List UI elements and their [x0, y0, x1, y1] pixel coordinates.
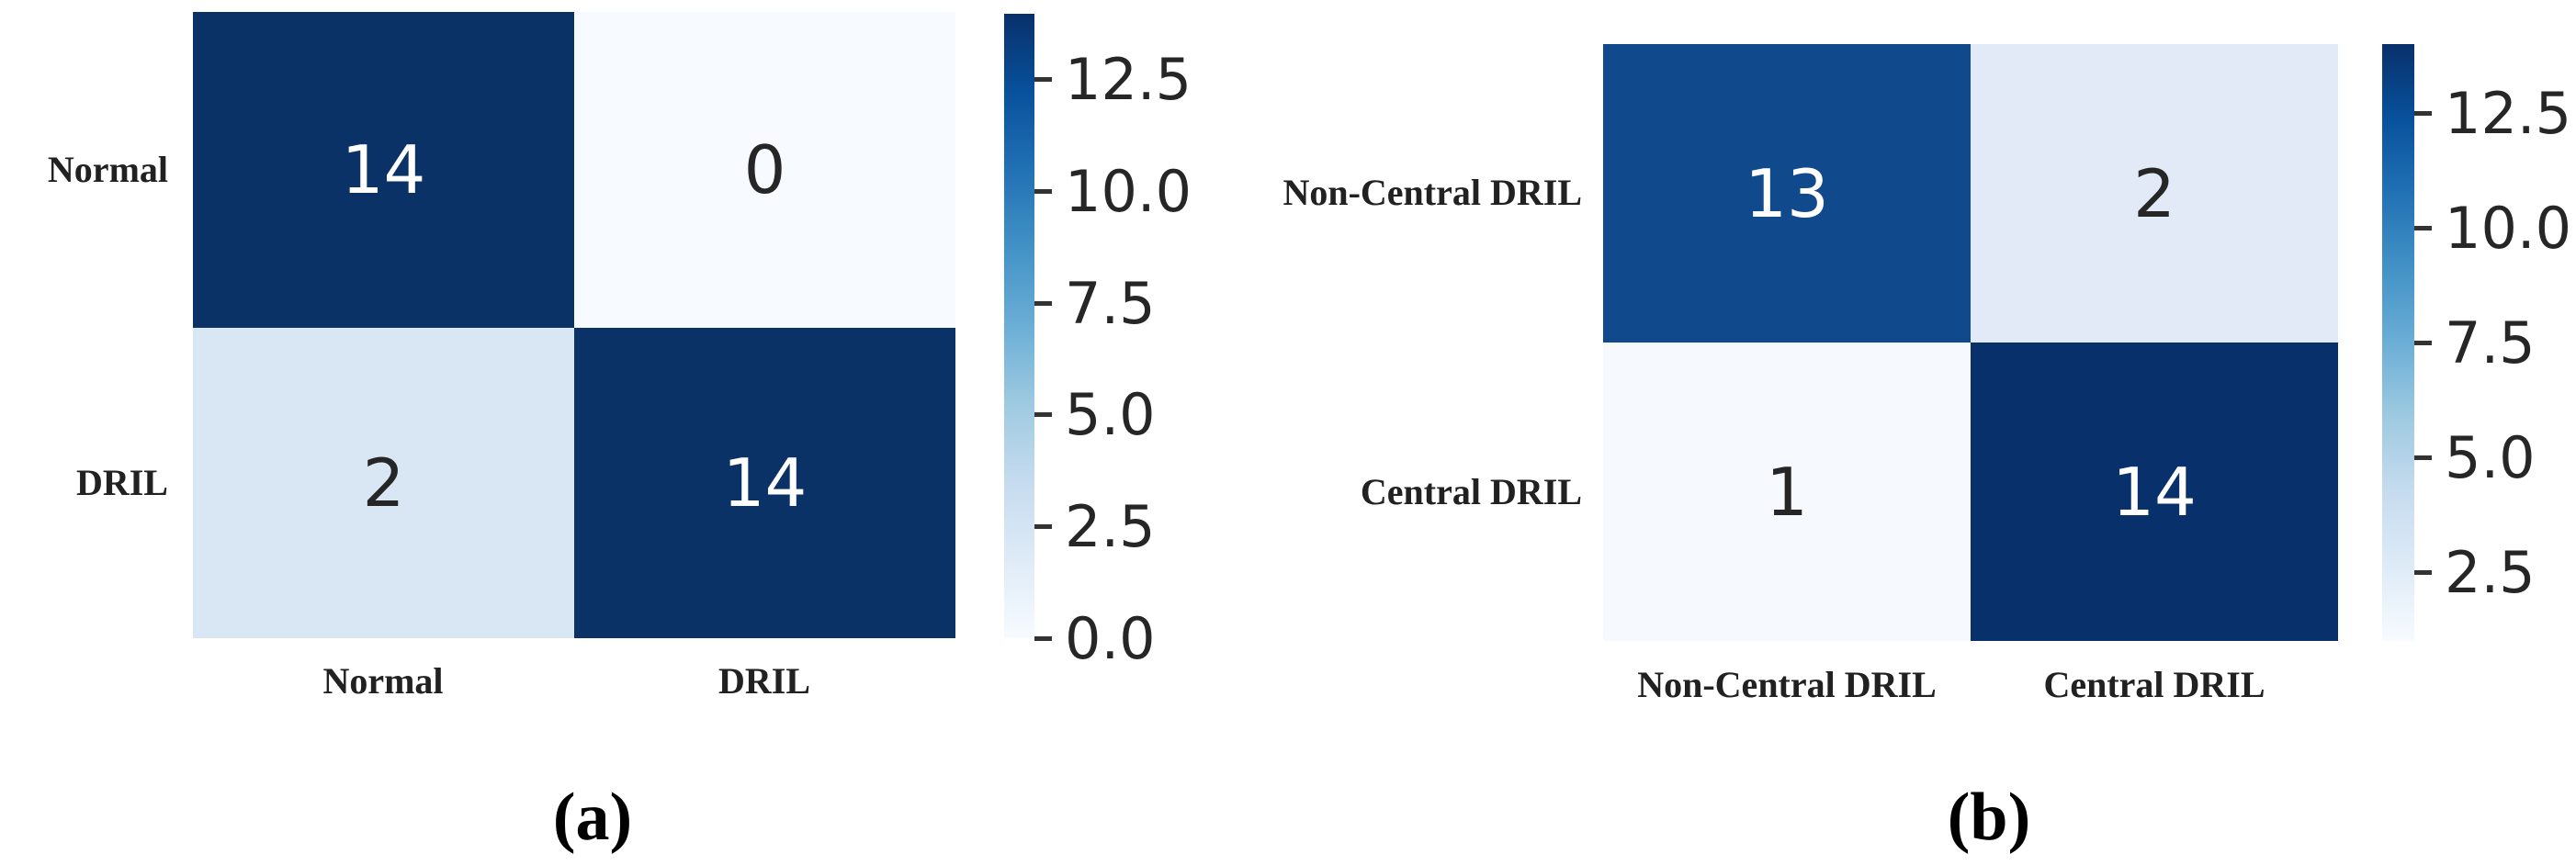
heatmap-cell-a-true-normal-pred-dril: 0 [574, 12, 955, 328]
colorbar-b-tick-label: 7.5 [2445, 309, 2536, 376]
x-axis-label-b-central-dril: Central DRIL [2043, 664, 2265, 705]
colorbar-a-tick-label: 10.0 [1065, 157, 1192, 225]
colorbar-a-tick-label: 12.5 [1065, 45, 1192, 113]
colorbar-a-tick-label: 0.0 [1065, 604, 1156, 672]
panel-a-caption: (a) [552, 780, 633, 855]
colorbar-a-tick-mark [1034, 300, 1052, 306]
colorbar-a [1004, 14, 1034, 638]
colorbar-b-tick-label: 10.0 [2445, 194, 2572, 262]
colorbar-b-tick: 5.0 [2414, 423, 2536, 491]
colorbar-a-tick-mark [1034, 411, 1052, 417]
colorbar-a-tick-mark [1034, 188, 1052, 194]
heatmap-cell-b-true-noncentral-pred-noncentral: 13 [1603, 44, 1971, 343]
colorbar-b-tick-label: 2.5 [2445, 538, 2536, 606]
colorbar-b-tick-mark [2414, 225, 2432, 230]
colorbar-b-tick-mark [2414, 110, 2432, 116]
heatmap-cell-a-true-normal-pred-normal: 14 [193, 12, 574, 328]
y-axis-label-b-noncentral-dril: Non-Central DRIL [1282, 172, 1582, 213]
colorbar-a-tick-label: 2.5 [1065, 492, 1156, 560]
heatmap-cell-b-true-noncentral-pred-central: 2 [1971, 44, 2338, 343]
colorbar-b-tick: 7.5 [2414, 309, 2536, 376]
x-axis-label-a-normal: Normal [322, 660, 444, 702]
colorbar-b-tick-mark [2414, 569, 2432, 575]
heatmap-cell-a-true-dril-pred-normal: 2 [193, 328, 574, 638]
colorbar-b [2382, 44, 2414, 641]
colorbar-b-tick-mark [2414, 455, 2432, 460]
colorbar-a-tick-label: 5.0 [1065, 380, 1156, 448]
colorbar-b-tick: 10.0 [2414, 194, 2572, 262]
y-axis-label-a-dril: DRIL [75, 462, 168, 503]
colorbar-b-tick: 2.5 [2414, 538, 2536, 606]
colorbar-a-tick: 0.0 [1034, 604, 1156, 672]
y-axis-label-a-normal: Normal [47, 149, 168, 190]
colorbar-b-tick-label: 12.5 [2445, 79, 2572, 147]
y-axis-label-b-central-dril: Central DRIL [1360, 471, 1582, 512]
colorbar-a-tick-mark [1034, 76, 1052, 82]
colorbar-b-tick-label: 5.0 [2445, 423, 2536, 491]
colorbar-a-tick: 7.5 [1034, 269, 1156, 337]
colorbar-a-tick: 10.0 [1034, 157, 1192, 225]
x-axis-label-a-dril: DRIL [717, 660, 811, 702]
heatmap-cell-b-true-central-pred-central: 14 [1971, 343, 2338, 641]
colorbar-b-tick: 12.5 [2414, 79, 2572, 147]
colorbar-a-tick: 5.0 [1034, 380, 1156, 448]
heatmap-cell-a-true-dril-pred-dril: 14 [574, 328, 955, 638]
x-axis-label-b-noncentral-dril: Non-Central DRIL [1637, 664, 1937, 705]
heatmap-cell-b-true-central-pred-noncentral: 1 [1603, 343, 1971, 641]
colorbar-a-tick-mark [1034, 523, 1052, 529]
colorbar-a-tick: 12.5 [1034, 45, 1192, 113]
colorbar-a-tick-label: 7.5 [1065, 269, 1156, 337]
panel-b-caption: (b) [1947, 780, 2031, 855]
colorbar-a-tick-mark [1034, 635, 1052, 641]
colorbar-b-tick-mark [2414, 340, 2432, 345]
colorbar-a-tick: 2.5 [1034, 492, 1156, 560]
